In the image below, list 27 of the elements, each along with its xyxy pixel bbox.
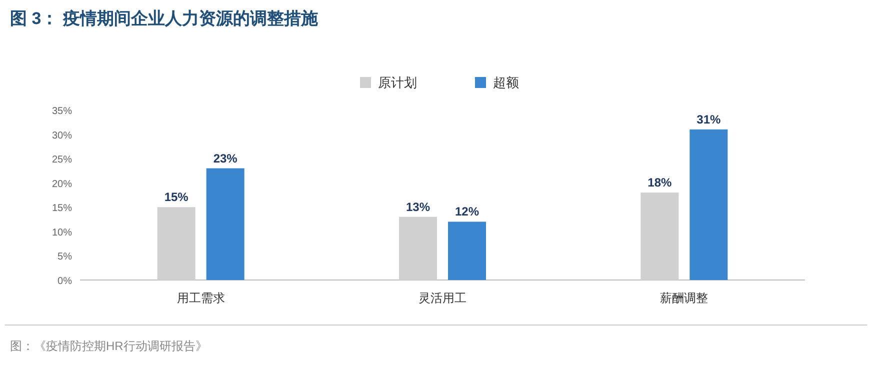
x-tick-label: 用工需求	[176, 291, 225, 305]
bar	[399, 216, 437, 280]
bar	[157, 207, 196, 280]
data-label: 23%	[213, 151, 238, 166]
y-tick-label: 0%	[58, 276, 72, 287]
bar	[640, 192, 679, 280]
data-label: 18%	[648, 176, 672, 190]
legend-label: 超额	[493, 75, 519, 90]
bar	[448, 222, 486, 280]
y-tick-label: 10%	[52, 227, 72, 238]
legend-label: 原计划	[378, 75, 417, 90]
data-label: 12%	[454, 204, 480, 219]
chart-title: 图 3： 疫情期间企业人力资源的调整措施	[10, 9, 319, 28]
y-tick-label: 35%	[52, 106, 72, 117]
bar	[206, 168, 244, 280]
y-tick-label: 5%	[58, 252, 72, 263]
y-tick-label: 15%	[52, 203, 72, 214]
x-tick-label: 灵活用工	[418, 291, 466, 305]
data-label: 13%	[406, 200, 430, 214]
y-tick-label: 30%	[52, 130, 72, 142]
data-label: 31%	[696, 112, 721, 126]
text: 图：《疫情防控期HR行动调研报告》	[10, 339, 208, 353]
data-label: 15%	[164, 190, 189, 204]
bar	[690, 129, 728, 280]
y-tick-label: 25%	[52, 154, 72, 166]
x-tick-label: 薪酬调整	[660, 291, 708, 305]
y-tick-label: 20%	[52, 178, 72, 190]
